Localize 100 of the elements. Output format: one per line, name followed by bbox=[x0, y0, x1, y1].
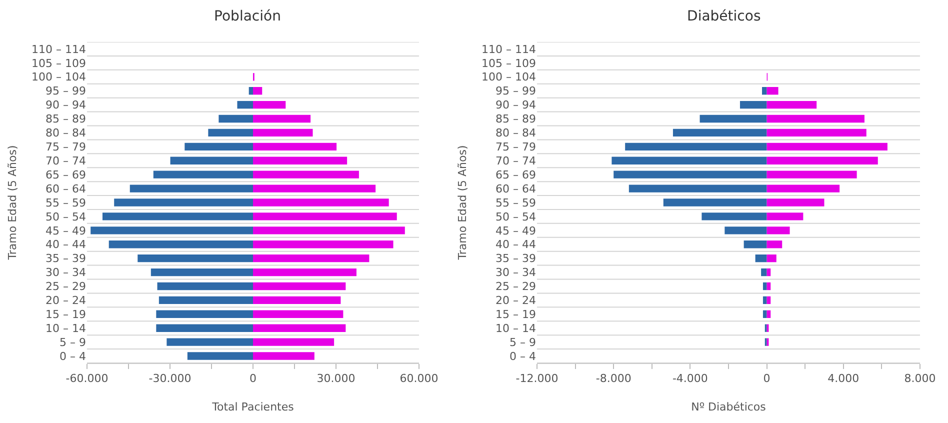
y-tick-label: 110 – 114 bbox=[32, 42, 86, 56]
y-tick-label: 20 – 24 bbox=[46, 294, 86, 308]
bar bbox=[766, 226, 790, 234]
bar bbox=[766, 212, 804, 220]
y-tick-label: 85 – 89 bbox=[496, 112, 536, 126]
y-tick-label: 10 – 14 bbox=[496, 322, 536, 335]
y-tick-label: 40 – 44 bbox=[46, 238, 86, 252]
bar bbox=[766, 254, 776, 262]
bar bbox=[90, 226, 253, 234]
bar bbox=[253, 296, 341, 304]
y-axis-title: Tramo Edad (5 Años) bbox=[456, 145, 470, 261]
bar bbox=[253, 310, 344, 318]
bar bbox=[156, 324, 253, 332]
chart-title: Población bbox=[214, 8, 281, 24]
y-tick-label: 30 – 34 bbox=[46, 266, 86, 280]
bar bbox=[628, 184, 767, 192]
bar bbox=[762, 296, 767, 304]
y-tick-label: 90 – 94 bbox=[496, 98, 536, 112]
y-tick-label: 60 – 64 bbox=[496, 182, 536, 196]
y-tick-label: 65 – 69 bbox=[46, 168, 86, 182]
y-tick-label: 105 – 109 bbox=[32, 56, 86, 70]
bar bbox=[762, 87, 767, 95]
bar bbox=[766, 156, 878, 164]
bar bbox=[156, 310, 253, 318]
x-tick-label: -4.000 bbox=[672, 372, 708, 386]
bar bbox=[253, 268, 356, 276]
bar bbox=[184, 142, 253, 151]
bar bbox=[253, 240, 394, 248]
bar bbox=[138, 254, 253, 262]
y-tick-label: 80 – 84 bbox=[496, 126, 536, 140]
y-tick-label: 80 – 84 bbox=[46, 126, 86, 140]
bar bbox=[625, 142, 767, 151]
bar bbox=[766, 128, 866, 137]
bar bbox=[762, 310, 767, 318]
bar bbox=[166, 338, 253, 346]
bar bbox=[237, 100, 253, 109]
bar bbox=[253, 87, 262, 95]
bar bbox=[157, 282, 253, 290]
x-tick-label: 60.000 bbox=[400, 372, 438, 386]
y-tick-label: 90 – 94 bbox=[46, 98, 86, 112]
bar bbox=[153, 170, 253, 178]
y-tick-label: 65 – 69 bbox=[496, 168, 536, 182]
bar bbox=[702, 212, 767, 220]
y-tick-label: 110 – 114 bbox=[482, 42, 536, 56]
y-tick-label: 25 – 29 bbox=[496, 280, 536, 294]
y-tick-label: 5 – 9 bbox=[510, 336, 536, 349]
bar bbox=[253, 254, 370, 262]
y-tick-label: 95 – 99 bbox=[46, 84, 86, 98]
y-tick-label: 40 – 44 bbox=[496, 238, 536, 252]
x-tick-label: 4.000 bbox=[828, 372, 860, 386]
bar bbox=[150, 268, 253, 276]
y-tick-label: 50 – 54 bbox=[496, 210, 536, 224]
bar bbox=[108, 240, 253, 248]
bar bbox=[253, 170, 359, 178]
bar bbox=[158, 296, 253, 304]
bar bbox=[766, 142, 888, 151]
bar bbox=[766, 100, 817, 109]
bar bbox=[253, 198, 389, 206]
y-tick-label: 10 – 14 bbox=[46, 322, 86, 335]
x-tick-label: -12.000 bbox=[516, 372, 558, 386]
y-tick-label: 15 – 19 bbox=[496, 308, 536, 321]
y-tick-label: 45 – 49 bbox=[46, 224, 86, 238]
bar bbox=[253, 184, 376, 192]
y-tick-label: 105 – 109 bbox=[482, 56, 536, 70]
bar bbox=[724, 226, 767, 234]
y-tick-label: 15 – 19 bbox=[46, 308, 86, 321]
bar bbox=[614, 170, 767, 178]
x-tick-label: -30.000 bbox=[148, 372, 192, 386]
bar bbox=[744, 240, 767, 248]
y-tick-label: 25 – 29 bbox=[46, 280, 86, 294]
bar bbox=[187, 352, 253, 360]
bar bbox=[762, 282, 767, 290]
bar bbox=[248, 87, 253, 95]
y-tick-label: 45 – 49 bbox=[496, 224, 536, 238]
y-tick-label: 70 – 74 bbox=[496, 154, 536, 168]
y-tick-label: 75 – 79 bbox=[46, 140, 86, 154]
x-tick-label: 8.000 bbox=[904, 372, 936, 386]
bar bbox=[253, 226, 405, 234]
bar bbox=[253, 282, 346, 290]
chart-title: Diabéticos bbox=[687, 8, 761, 24]
y-tick-label: 35 – 39 bbox=[46, 252, 86, 266]
x-axis-title: Nº Diabéticos bbox=[691, 400, 766, 414]
y-tick-label: 50 – 54 bbox=[46, 210, 86, 224]
y-tick-label: 60 – 64 bbox=[46, 182, 86, 196]
bar bbox=[130, 184, 253, 192]
x-tick-label: 30.000 bbox=[316, 372, 356, 386]
bar bbox=[253, 114, 311, 123]
y-tick-label: 0 – 4 bbox=[60, 350, 86, 363]
bar bbox=[208, 128, 253, 137]
bar bbox=[253, 212, 397, 220]
bar bbox=[253, 338, 334, 346]
bar bbox=[766, 87, 778, 95]
y-tick-label: 0 – 4 bbox=[510, 350, 536, 363]
bar bbox=[672, 128, 767, 137]
y-tick-label: 5 – 9 bbox=[60, 336, 86, 349]
bar bbox=[170, 156, 253, 164]
bar bbox=[663, 198, 767, 206]
y-tick-label: 55 – 59 bbox=[496, 196, 536, 210]
x-tick-label: 0 bbox=[250, 372, 256, 386]
bar bbox=[102, 212, 253, 220]
